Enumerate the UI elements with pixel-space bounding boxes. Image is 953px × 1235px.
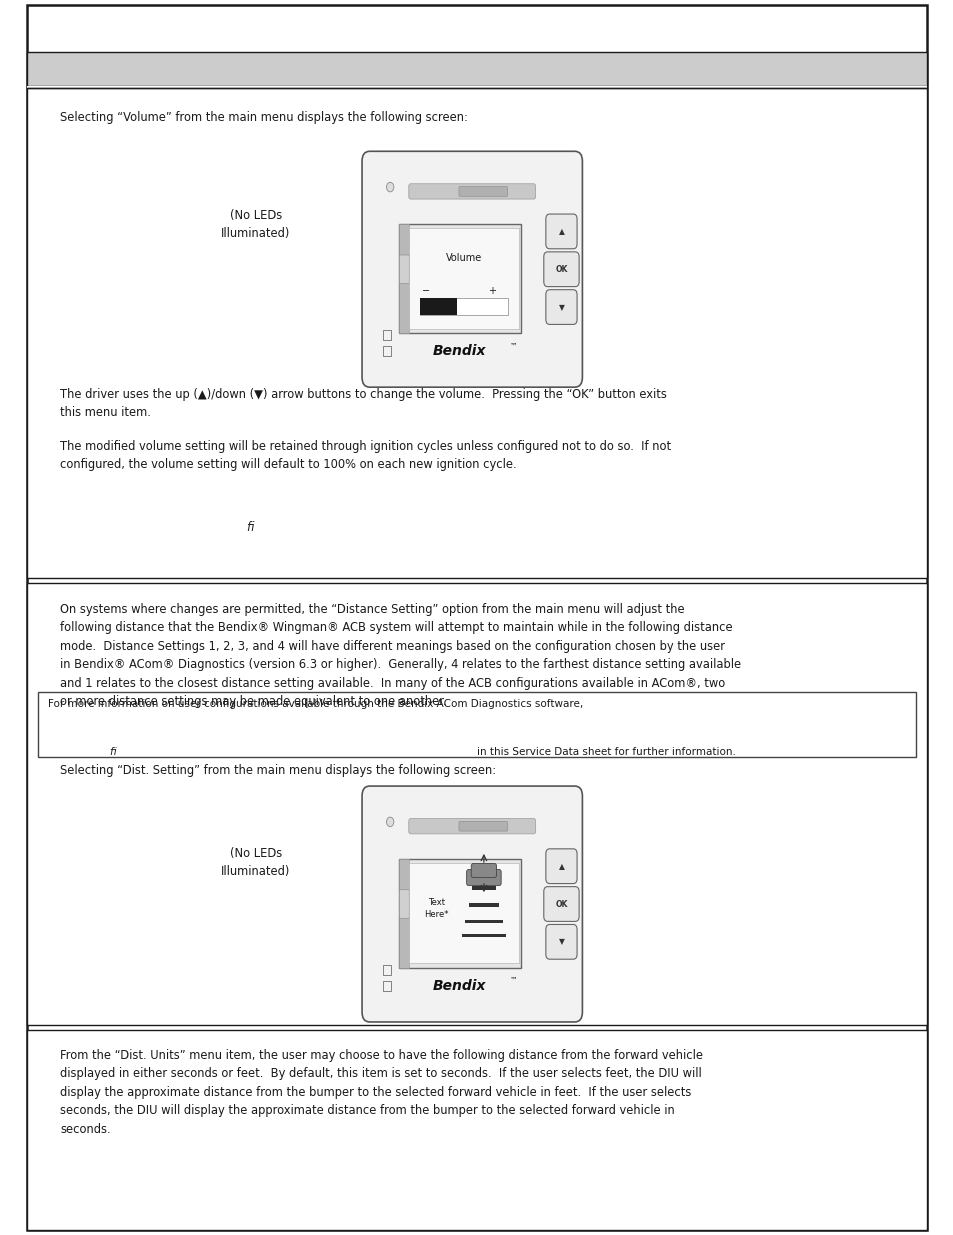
- FancyBboxPatch shape: [543, 252, 578, 287]
- FancyBboxPatch shape: [408, 819, 536, 834]
- Bar: [409, 863, 518, 963]
- Text: ﬁ: ﬁ: [246, 521, 253, 535]
- Text: From the “Dist. Units” menu item, the user may choose to have the following dist: From the “Dist. Units” menu item, the us…: [60, 1049, 702, 1135]
- Circle shape: [386, 818, 394, 826]
- Bar: [382, 346, 391, 357]
- FancyBboxPatch shape: [458, 186, 507, 196]
- Bar: [27, 1030, 926, 1230]
- FancyBboxPatch shape: [545, 214, 577, 248]
- FancyBboxPatch shape: [361, 152, 581, 388]
- Bar: [468, 904, 498, 906]
- Bar: [461, 934, 505, 937]
- Bar: [472, 887, 496, 890]
- FancyBboxPatch shape: [545, 290, 577, 325]
- FancyBboxPatch shape: [466, 869, 500, 885]
- Text: ﬁ: ﬁ: [110, 747, 116, 757]
- Bar: [38, 692, 915, 757]
- Bar: [419, 299, 456, 315]
- Text: The driver uses the up (▲)/down (▼) arrow buttons to change the volume.  Pressin: The driver uses the up (▲)/down (▼) arro…: [60, 388, 666, 420]
- FancyBboxPatch shape: [545, 925, 577, 960]
- FancyBboxPatch shape: [399, 256, 409, 283]
- Text: Text
Here*: Text Here*: [424, 898, 449, 919]
- FancyBboxPatch shape: [471, 863, 497, 878]
- Text: ▼: ▼: [558, 303, 564, 311]
- Text: OK: OK: [555, 899, 567, 909]
- Bar: [27, 88, 926, 578]
- FancyBboxPatch shape: [399, 889, 409, 919]
- Bar: [399, 858, 521, 968]
- Bar: [27, 583, 926, 1025]
- FancyBboxPatch shape: [361, 785, 581, 1023]
- Bar: [399, 224, 521, 333]
- FancyBboxPatch shape: [543, 887, 578, 921]
- Text: Bendix: Bendix: [433, 979, 486, 993]
- Text: On systems where changes are permitted, the “Distance Setting” option from the m: On systems where changes are permitted, …: [60, 603, 740, 708]
- Circle shape: [386, 183, 394, 191]
- Text: For more information on user conﬁgurations available through the Bendix ACom Dia: For more information on user conﬁguratio…: [48, 699, 582, 709]
- Text: ▲: ▲: [558, 227, 564, 236]
- Bar: [27, 52, 926, 86]
- Text: ▲: ▲: [558, 862, 564, 871]
- Bar: [464, 920, 502, 923]
- Text: Volume: Volume: [446, 253, 482, 263]
- Bar: [419, 299, 508, 315]
- Bar: [399, 858, 409, 968]
- FancyBboxPatch shape: [545, 848, 577, 883]
- Bar: [399, 224, 409, 333]
- Text: in this Service Data sheet for further information.: in this Service Data sheet for further i…: [476, 747, 735, 757]
- Text: Selecting “Volume” from the main menu displays the following screen:: Selecting “Volume” from the main menu di…: [60, 111, 468, 125]
- Text: (No LEDs
Illuminated): (No LEDs Illuminated): [221, 209, 290, 241]
- Text: Selecting “Dist. Setting” from the main menu displays the following screen:: Selecting “Dist. Setting” from the main …: [60, 764, 496, 778]
- FancyBboxPatch shape: [408, 184, 536, 199]
- Bar: [382, 981, 391, 992]
- Bar: [409, 228, 518, 329]
- Text: ™: ™: [509, 976, 517, 986]
- Text: ™: ™: [509, 341, 517, 351]
- Text: OK: OK: [555, 264, 567, 274]
- Text: Bendix: Bendix: [433, 345, 486, 358]
- Text: −: −: [421, 287, 430, 296]
- Text: The modiﬁed volume setting will be retained through ignition cycles unless conﬁg: The modiﬁed volume setting will be retai…: [60, 440, 671, 472]
- Text: ▼: ▼: [558, 937, 564, 946]
- FancyBboxPatch shape: [458, 821, 507, 831]
- Bar: [382, 965, 391, 976]
- Bar: [382, 330, 391, 341]
- Text: +: +: [487, 287, 495, 296]
- Text: (No LEDs
Illuminated): (No LEDs Illuminated): [221, 846, 290, 878]
